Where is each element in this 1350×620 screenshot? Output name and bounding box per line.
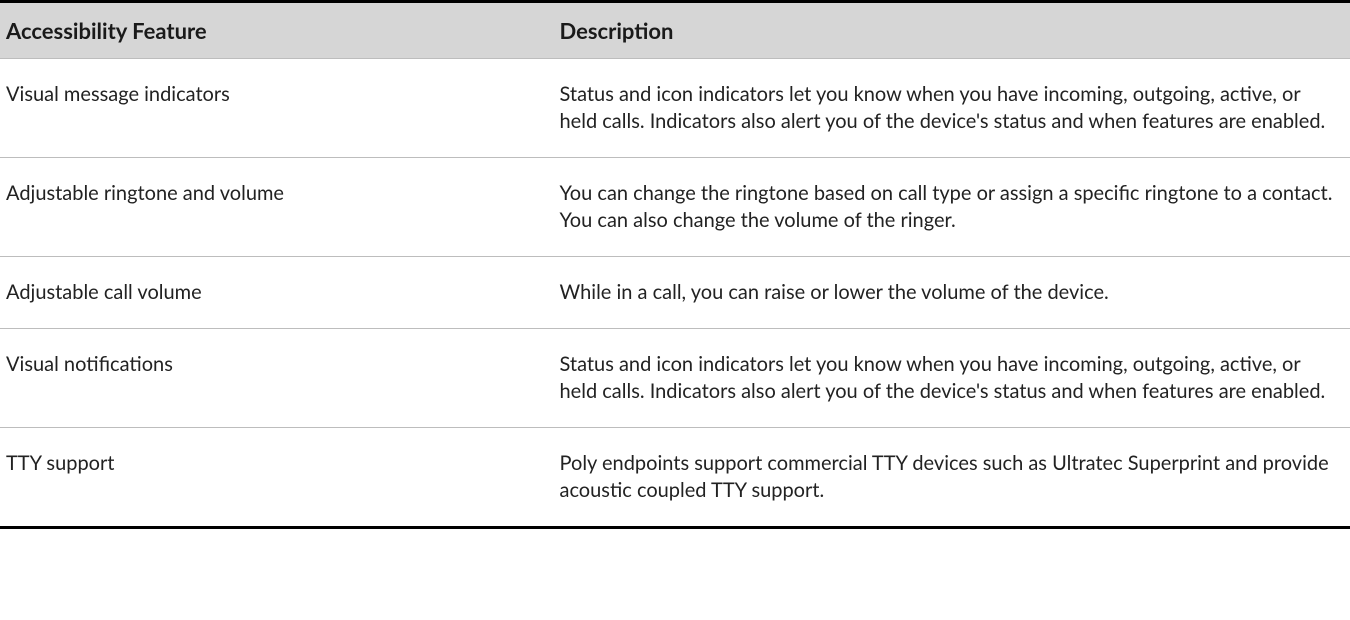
accessibility-table-container: Accessibility Feature Description Visual… — [0, 0, 1350, 529]
description-cell: Status and icon indicators let you know … — [554, 59, 1350, 158]
accessibility-table: Accessibility Feature Description Visual… — [0, 0, 1350, 529]
table-header-row: Accessibility Feature Description — [0, 2, 1350, 59]
feature-cell: Adjustable call volume — [0, 257, 554, 329]
table-row: Visual notifications Status and icon ind… — [0, 329, 1350, 428]
description-cell: Status and icon indicators let you know … — [554, 329, 1350, 428]
table-row: Visual message indicators Status and ico… — [0, 59, 1350, 158]
feature-cell: TTY support — [0, 428, 554, 528]
description-cell: While in a call, you can raise or lower … — [554, 257, 1350, 329]
description-cell: You can change the ringtone based on cal… — [554, 158, 1350, 257]
table-row: Adjustable ringtone and volume You can c… — [0, 158, 1350, 257]
feature-cell: Adjustable ringtone and volume — [0, 158, 554, 257]
feature-cell: Visual notifications — [0, 329, 554, 428]
col-header-description: Description — [554, 2, 1350, 59]
table-row: TTY support Poly endpoints support comme… — [0, 428, 1350, 528]
table-row: Adjustable call volume While in a call, … — [0, 257, 1350, 329]
col-header-feature: Accessibility Feature — [0, 2, 554, 59]
description-cell: Poly endpoints support commercial TTY de… — [554, 428, 1350, 528]
feature-cell: Visual message indicators — [0, 59, 554, 158]
